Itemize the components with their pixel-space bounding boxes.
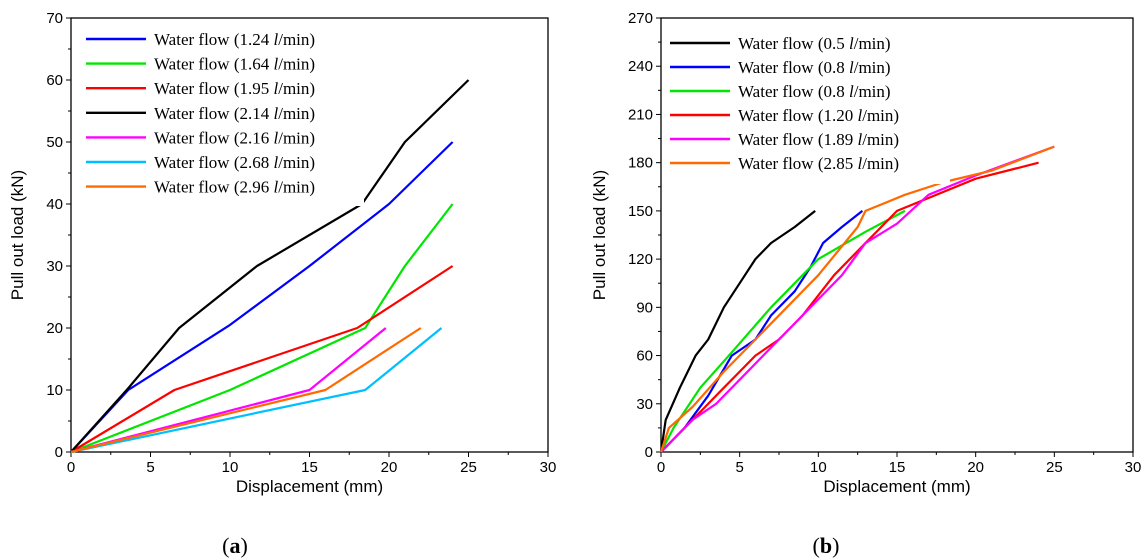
legend-label: Water flow (2.68 l/min) xyxy=(154,153,315,172)
series-line xyxy=(70,265,454,453)
y-tick-label: 270 xyxy=(628,10,653,27)
x-tick-label: 10 xyxy=(810,459,827,476)
series-line xyxy=(70,79,470,453)
x-axis-title: Displacement (mm) xyxy=(823,477,970,496)
legend-label: Water flow (2.96 l/min) xyxy=(154,178,315,197)
series-line xyxy=(70,327,422,454)
x-tick-label: 25 xyxy=(460,459,477,476)
y-tick-label: 240 xyxy=(628,58,653,75)
y-tick-label: 120 xyxy=(628,251,653,268)
y-tick-label: 90 xyxy=(636,299,653,316)
series-line xyxy=(659,145,1055,453)
x-tick-label: 0 xyxy=(67,459,75,476)
series-line xyxy=(659,210,816,453)
legend-label: Water flow (1.95 l/min) xyxy=(154,79,315,98)
y-tick-label: 60 xyxy=(636,348,653,365)
y-axis-title: Pull out load (kN) xyxy=(590,170,609,300)
y-tick-label: 0 xyxy=(645,444,653,461)
legend-label: Water flow (1.89 l/min) xyxy=(738,130,899,149)
y-tick-label: 150 xyxy=(628,203,653,220)
series-line xyxy=(660,161,1039,453)
series-line xyxy=(660,210,864,453)
y-tick-label: 30 xyxy=(46,258,63,275)
x-tick-label: 5 xyxy=(735,459,743,476)
legend-label: Water flow (0.8 l/min) xyxy=(738,58,891,77)
x-tick-label: 10 xyxy=(222,459,239,476)
x-axis-title: Displacement (mm) xyxy=(236,477,383,496)
chart-a: 0 5 10 15 20 25 30 0 10 20 30 40 50 60 70 Displacement … xyxy=(8,10,556,496)
x-tick-label: 30 xyxy=(1125,459,1142,476)
legend-label: Water flow (2.16 l/min) xyxy=(154,128,315,147)
y-tick-label: 0 xyxy=(55,444,63,461)
y-tick-label: 180 xyxy=(628,155,653,172)
y-tick-label: 60 xyxy=(46,72,63,89)
y-tick-label: 70 xyxy=(46,10,63,27)
y-tick-label: 210 xyxy=(628,106,653,123)
legend-label: Water flow (2.14 l/min) xyxy=(154,104,315,123)
x-tick-label: 25 xyxy=(1046,459,1063,476)
x-tick-label: 15 xyxy=(889,459,906,476)
x-tick-label: 0 xyxy=(657,459,665,476)
x-tick-label: 5 xyxy=(146,459,154,476)
series-line xyxy=(70,327,387,454)
legend-label: Water flow (0.8 l/min) xyxy=(738,82,891,101)
x-tick-label: 30 xyxy=(540,459,557,476)
x-tick-label: 20 xyxy=(967,459,984,476)
legend-label: Water flow (1.20 l/min) xyxy=(738,106,899,125)
legend-label: Water flow (2.85 l/min) xyxy=(738,154,899,173)
caption-a: (a) xyxy=(222,533,248,558)
legend-label: Water flow (1.64 l/min) xyxy=(154,55,315,74)
y-tick-label: 10 xyxy=(46,382,63,399)
x-tick-label: 15 xyxy=(301,459,318,476)
x-tick-label: 20 xyxy=(381,459,398,476)
chart-b: 0 5 10 15 20 25 30 0 30 60 90 120 150 180 210 240 270 Dis… xyxy=(590,10,1141,496)
legend-label: Water flow (0.5 l/min) xyxy=(738,34,891,53)
legend-box xyxy=(668,26,950,184)
series-line xyxy=(70,327,443,454)
y-tick-label: 40 xyxy=(46,196,63,213)
series-line xyxy=(660,145,1055,453)
series-line xyxy=(70,203,454,454)
legend-label: Water flow (1.24 l/min) xyxy=(154,30,315,49)
y-tick-label: 50 xyxy=(46,134,63,151)
y-tick-label: 30 xyxy=(636,396,653,413)
y-tick-label: 20 xyxy=(46,320,63,337)
caption-b: (b) xyxy=(813,533,840,558)
y-axis-title: Pull out load (kN) xyxy=(8,170,27,300)
